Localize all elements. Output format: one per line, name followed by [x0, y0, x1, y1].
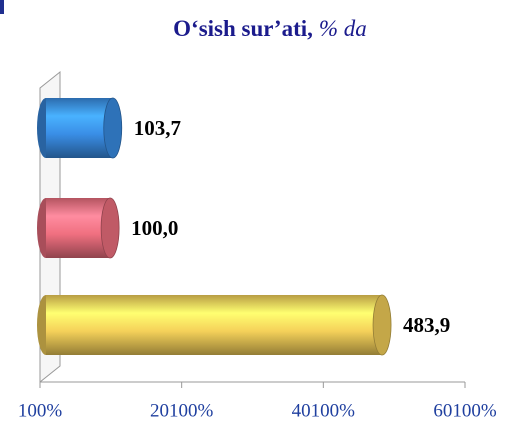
value-label: 100,0: [131, 216, 178, 240]
x-tick-label: 40100%: [292, 400, 356, 421]
bar: [46, 198, 111, 258]
x-tick-label: 60100%: [433, 400, 497, 421]
chart-title: O‘sish sur’ati,% da: [173, 16, 367, 41]
value-label: 483,9: [403, 313, 450, 337]
bar-cap: [372, 294, 392, 356]
title-text: O‘sish sur’ati,: [173, 16, 313, 41]
title-unit: % da: [319, 16, 367, 41]
bar-cap: [100, 197, 120, 259]
corner-mark: [0, 0, 4, 14]
bar: [46, 295, 383, 355]
value-label: 103,7: [134, 116, 181, 140]
bar-cap: [103, 97, 123, 159]
x-tick-label: 20100%: [150, 400, 214, 421]
bar: [46, 98, 113, 158]
x-tick-label: 100%: [18, 400, 63, 421]
